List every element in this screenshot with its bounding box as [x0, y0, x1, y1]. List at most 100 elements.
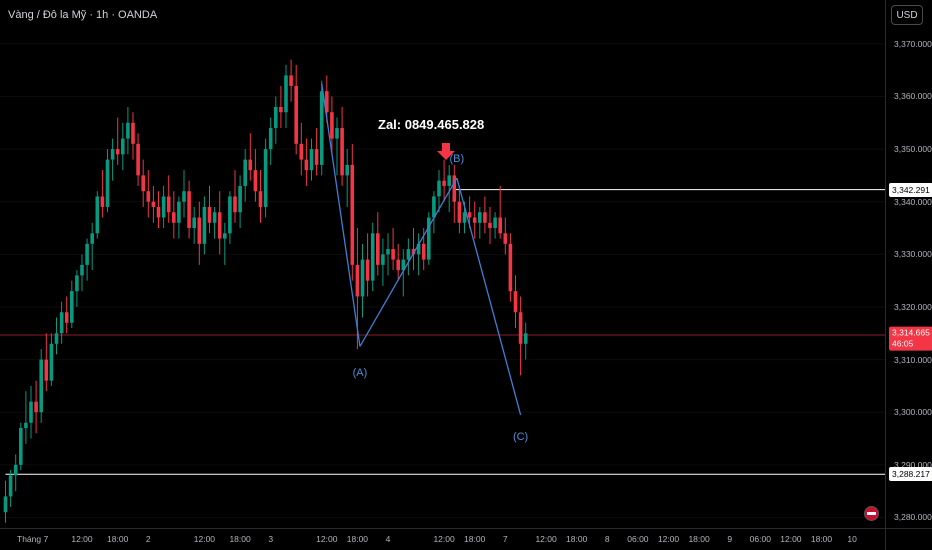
candle-body	[340, 128, 344, 176]
candle-body	[355, 264, 360, 297]
wave-line	[321, 83, 361, 347]
candle-body	[115, 149, 120, 155]
bar-countdown: 46:05	[892, 338, 914, 349]
candle-body	[365, 259, 370, 281]
y-tick-label: 3,360.000	[894, 91, 932, 102]
x-tick-label: 7	[502, 534, 508, 544]
candle-body	[95, 196, 100, 234]
us-flag-icon[interactable]	[864, 506, 879, 521]
candle-body	[421, 243, 426, 260]
candle-body	[488, 222, 492, 229]
candle-body	[503, 233, 508, 244]
x-tick-label: 3	[268, 534, 274, 544]
candle-body	[151, 201, 156, 207]
candle-body	[85, 243, 89, 265]
candle-body	[233, 196, 237, 213]
candle-body	[223, 233, 227, 239]
x-tick-label: 8	[604, 534, 610, 544]
wave-label: (A)	[352, 367, 368, 380]
candle-body	[243, 159, 247, 186]
x-tick-label: 12:00	[316, 534, 338, 544]
candle-body	[289, 75, 293, 86]
candle-body	[314, 149, 319, 165]
y-tick-label: 3,370.000	[894, 38, 932, 49]
candle-body	[34, 401, 38, 413]
candle-body	[182, 191, 186, 202]
candle-body	[345, 164, 349, 176]
candle-body	[172, 212, 176, 223]
x-tick-label: 18:00	[346, 534, 369, 544]
symbol-title[interactable]: Vàng / Đô la Mỹ · 1h · OANDA	[8, 9, 158, 21]
candle-body	[238, 185, 242, 213]
candle-body	[146, 191, 151, 202]
candle-body	[75, 275, 79, 292]
candle-body	[177, 201, 181, 223]
candle-body	[396, 259, 400, 271]
candle-body	[268, 128, 273, 150]
candle-body	[141, 175, 145, 192]
candle-body	[59, 312, 64, 334]
candle-body	[131, 122, 135, 144]
level-price-tag: 3,342.291	[889, 182, 932, 197]
candle-body	[24, 422, 28, 429]
candle-body	[462, 212, 467, 223]
candle-body	[258, 191, 263, 207]
candle-body	[274, 106, 278, 129]
wave-label: (B)	[449, 153, 465, 166]
candle-body	[100, 196, 105, 207]
candle-body	[391, 249, 395, 260]
candle-body	[161, 196, 166, 218]
candle-body	[13, 464, 18, 476]
candle-body	[166, 196, 171, 213]
candle-body	[263, 149, 268, 207]
x-tick-label: 10	[847, 534, 857, 544]
x-tick-label: 12:00	[71, 534, 93, 544]
current-price-tag: 3,314.665 46:05	[889, 326, 932, 351]
candle-body	[452, 175, 457, 202]
candle-body	[49, 343, 54, 381]
candle-body	[416, 243, 421, 255]
candle-body	[401, 259, 406, 271]
x-tick-label: 12:00	[193, 534, 216, 544]
wave-line	[359, 177, 458, 347]
candle-body	[8, 475, 13, 497]
candle-body	[330, 112, 334, 139]
candle-body	[44, 359, 49, 381]
candle-body	[192, 217, 196, 229]
x-tick-label: 2	[145, 534, 151, 544]
candle-body	[309, 149, 314, 171]
candle-body	[212, 212, 217, 223]
candle-body	[80, 264, 84, 276]
x-tick-label: Tháng 7	[17, 534, 49, 544]
candle-body	[508, 243, 513, 292]
candle-body	[105, 159, 110, 207]
currency-button[interactable]: USD	[891, 5, 923, 25]
candle-body	[299, 143, 304, 160]
x-tick-label: 18:00	[107, 534, 129, 544]
candle-body	[381, 254, 385, 265]
candle-body	[136, 143, 140, 176]
x-tick-label: 06:00	[749, 534, 771, 544]
y-tick-label: 3,340.000	[894, 196, 932, 207]
candle-body	[29, 401, 33, 423]
y-tick-label: 3,280.000	[894, 512, 932, 523]
y-tick-label: 3,350.000	[894, 144, 932, 155]
candle-body	[284, 75, 288, 113]
candle-body	[19, 428, 23, 465]
x-tick-label: 12:00	[657, 534, 680, 544]
x-tick-label: 4	[385, 534, 391, 544]
candle-body	[406, 249, 411, 260]
y-tick-label: 3,330.000	[894, 249, 932, 260]
x-tick-label: 18:00	[688, 534, 710, 544]
candle-body	[70, 291, 74, 323]
candle-body	[248, 159, 253, 171]
arrow-down-icon	[437, 143, 455, 160]
x-tick-label: 9	[727, 534, 733, 544]
candle-body	[498, 217, 502, 234]
candle-body	[513, 291, 518, 313]
x-tick-label: 18:00	[229, 534, 251, 544]
candle-body	[253, 170, 258, 192]
candle-body	[360, 259, 365, 297]
candle-body	[447, 175, 451, 186]
